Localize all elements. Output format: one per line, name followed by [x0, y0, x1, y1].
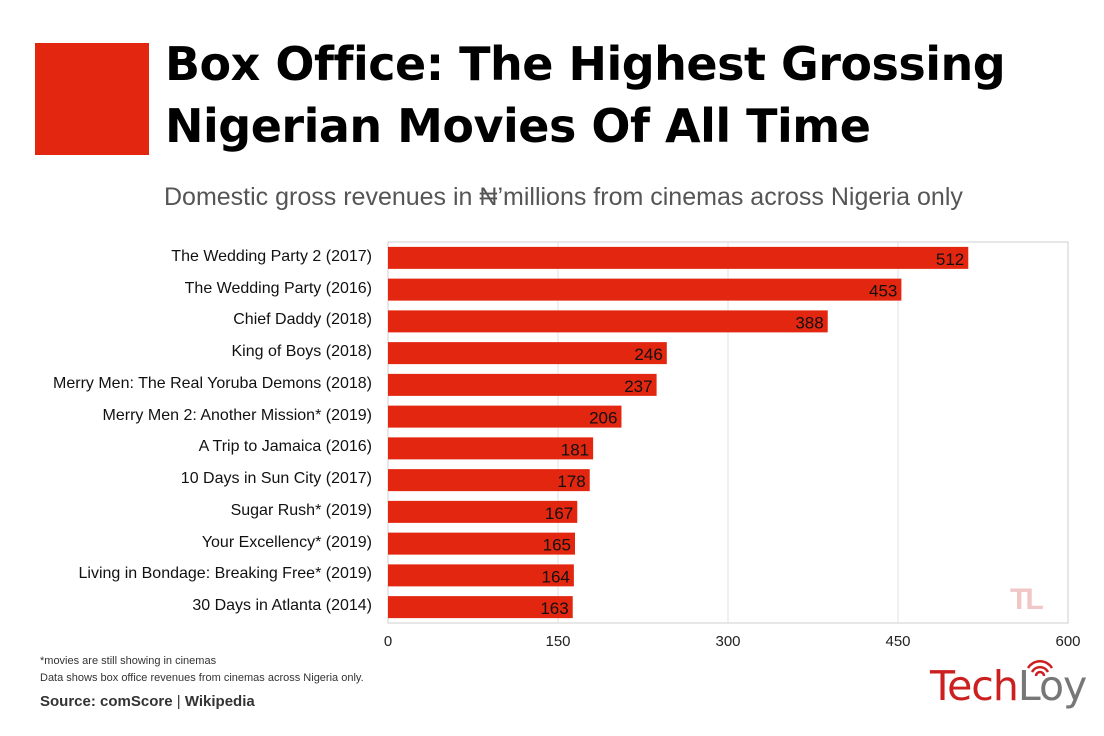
- category-label: King of Boys (2018): [231, 343, 372, 361]
- source-comscore: comScore: [100, 693, 173, 710]
- category-label: Your Excellency* (2019): [201, 533, 372, 551]
- accent-square: [35, 43, 149, 155]
- source-separator: |: [176, 693, 181, 710]
- category-label: Living in Bondage: Breaking Free* (2019): [78, 565, 372, 583]
- category-label: Merry Men: The Real Yoruba Demons (2018): [53, 374, 372, 392]
- footnote-still-showing: *movies are still showing in cinemas: [40, 655, 217, 667]
- category-label: The Wedding Party (2016): [184, 279, 372, 297]
- watermark-logo: TL: [1010, 583, 1044, 616]
- source-line: Source: comScore | Wikipedia: [40, 693, 255, 710]
- bar-value-label: 512: [936, 250, 964, 269]
- category-label: Sugar Rush* (2019): [230, 501, 372, 519]
- techloy-logo: TechLoy: [930, 652, 1087, 712]
- bar-value-label: 178: [557, 472, 585, 491]
- footnote-data-scope: Data shows box office revenues from cine…: [40, 672, 364, 684]
- bar-value-label: 237: [624, 377, 652, 396]
- brand-wordmark: TechLoy: [930, 662, 1087, 710]
- category-label: Merry Men 2: Another Mission* (2019): [102, 406, 372, 424]
- bar: [388, 310, 828, 333]
- x-tick-label: 150: [545, 633, 570, 650]
- category-label: A Trip to Jamaica (2016): [198, 438, 372, 456]
- x-tick-label: 600: [1055, 633, 1080, 650]
- brand-part-tech: Tech: [930, 662, 1019, 710]
- bar-value-label: 206: [589, 409, 617, 428]
- bar: [388, 342, 667, 365]
- bar-value-label: 167: [545, 504, 573, 523]
- category-label: 10 Days in Sun City (2017): [180, 470, 372, 488]
- bar-value-label: 453: [869, 282, 897, 301]
- category-label: The Wedding Party 2 (2017): [171, 247, 372, 265]
- x-tick-label: 300: [715, 633, 740, 650]
- bar: [388, 596, 573, 619]
- chart-subtitle: Domestic gross revenues in ₦’millions fr…: [164, 183, 963, 211]
- bar: [388, 278, 902, 301]
- title-line-1: Box Office: The Highest Grossing: [165, 37, 1006, 91]
- bar-value-label: 165: [543, 536, 571, 555]
- signal-icon: [1026, 659, 1054, 677]
- chart-title: Box Office: The Highest Grossing Nigeria…: [165, 33, 1085, 157]
- bar-value-label: 163: [540, 599, 568, 618]
- brand-part-loy: Loy: [1017, 662, 1087, 710]
- source-wikipedia: Wikipedia: [184, 693, 255, 710]
- bar: [388, 246, 969, 269]
- bar: [388, 469, 590, 492]
- bar: [388, 405, 622, 428]
- source-label: Source:: [40, 693, 96, 710]
- bar-value-label: 164: [541, 567, 569, 586]
- title-line-2: Nigerian Movies Of All Time: [165, 99, 871, 153]
- bar: [388, 373, 657, 396]
- x-tick-label: 0: [384, 633, 392, 650]
- bar: [388, 532, 575, 555]
- x-tick-label: 450: [885, 633, 910, 650]
- category-label: 30 Days in Atlanta (2014): [192, 597, 372, 615]
- bar: [388, 500, 578, 523]
- bar-value-label: 388: [795, 313, 823, 332]
- category-label: Chief Daddy (2018): [233, 311, 372, 329]
- bar: [388, 564, 574, 587]
- bar-value-label: 246: [634, 345, 662, 364]
- bar: [388, 437, 594, 460]
- bar-value-label: 181: [561, 440, 589, 459]
- footnotes: *movies are still showing in cinemas Dat…: [40, 653, 364, 687]
